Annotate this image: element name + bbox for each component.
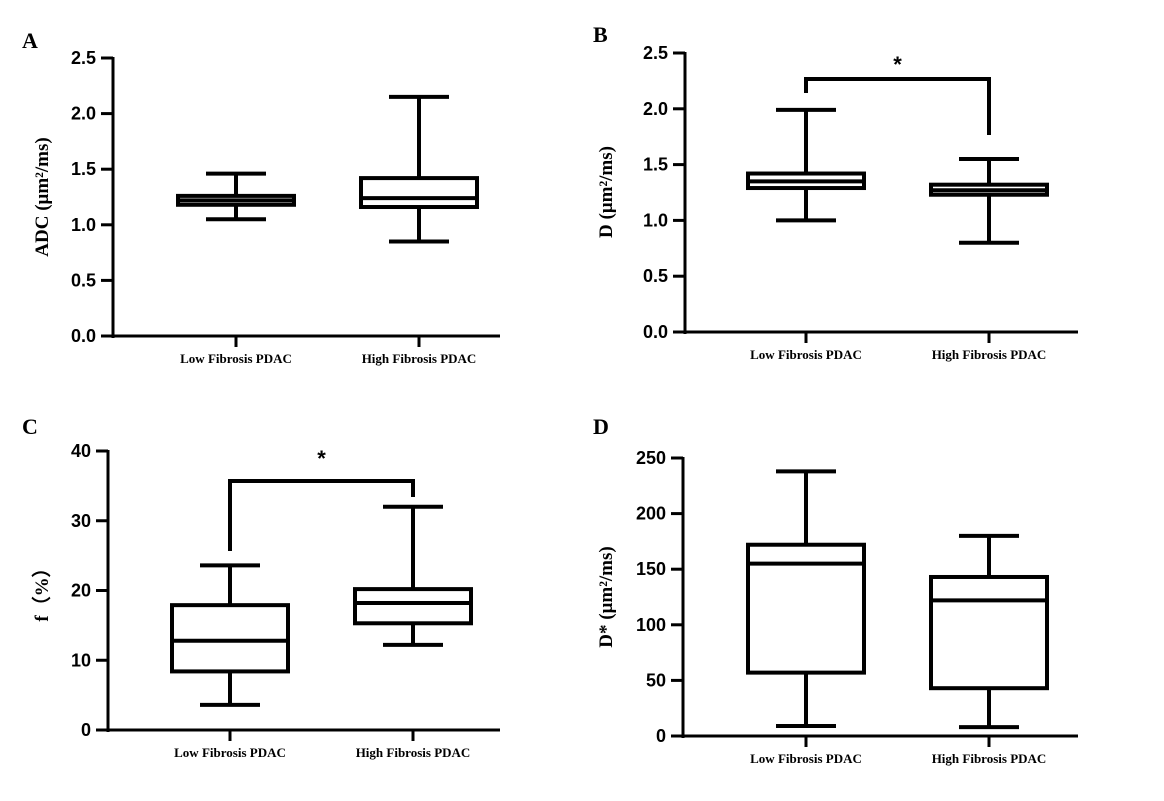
y-tick-label: 200 [636, 504, 666, 524]
y-tick-label: 50 [646, 670, 666, 690]
panel-d: D 0 50 100 150 200 250 D* (μm²/ms) Low Fibrosis … [593, 414, 1078, 766]
x-tick-label: High Fibrosis PDAC [932, 347, 1047, 362]
significance-bracket [228, 479, 415, 551]
box-low-fibrosis [170, 563, 290, 707]
y-tick-label: 1.5 [643, 155, 668, 175]
y-tick-label: 0.5 [71, 270, 96, 290]
panel-label: C [22, 414, 38, 439]
x-tick-label: Low Fibrosis PDAC [750, 751, 862, 766]
panel-c: C 0 10 20 30 40 f（%） Low Fibrosis PDAC High Fibr… [22, 414, 500, 760]
box-iqr [359, 176, 479, 210]
x-tick-label: Low Fibrosis PDAC [750, 347, 862, 362]
box-high-fibrosis [359, 94, 479, 244]
box-high-fibrosis [929, 533, 1049, 730]
box-high-fibrosis [929, 157, 1049, 245]
x-tick-label: High Fibrosis PDAC [932, 751, 1047, 766]
y-tick-label: 30 [71, 511, 91, 531]
x-tick-label: High Fibrosis PDAC [356, 745, 471, 760]
y-tick-label: 2.0 [643, 99, 668, 119]
y-tick-label: 10 [71, 650, 91, 670]
y-tick-label: 2.5 [643, 43, 668, 63]
box-low-fibrosis [746, 469, 866, 728]
y-axis-title: ADC (μm²/ms) [32, 137, 53, 256]
y-tick-label: 0 [81, 720, 91, 740]
panel-label: B [593, 22, 608, 47]
y-tick-label: 2.0 [71, 104, 96, 124]
y-axis-title: D (μm²/ms) [596, 146, 617, 238]
y-tick-label: 0.0 [71, 326, 96, 346]
y-tick-label: 0 [656, 726, 666, 746]
y-tick-label: 250 [636, 448, 666, 468]
panel-a: A 0.0 0.5 1.0 1.5 2.0 2.5 ADC (μm²/ms) Low Fibro… [22, 28, 500, 366]
y-tick-label: 150 [636, 559, 666, 579]
box-low-fibrosis [176, 171, 296, 222]
y-tick-label: 2.5 [71, 48, 96, 68]
y-tick-label: 1.0 [71, 215, 96, 235]
panel-label: D [593, 414, 609, 439]
x-tick-label: Low Fibrosis PDAC [174, 745, 286, 760]
y-axis-title: D* (μm²/ms) [596, 546, 617, 647]
y-axis-title: f（%） [30, 558, 53, 621]
x-tick-label: Low Fibrosis PDAC [180, 351, 292, 366]
box-iqr [746, 542, 866, 675]
box-iqr [170, 603, 290, 674]
panel-b: B 0.0 0.5 1.0 1.5 2.0 2.5 D (μm²/ms) Low Fibrosi… [593, 22, 1078, 362]
box-iqr [929, 574, 1049, 691]
y-tick-label: 100 [636, 615, 666, 635]
x-tick-label: High Fibrosis PDAC [362, 351, 477, 366]
panel-label: A [22, 28, 38, 53]
significance-bracket [804, 77, 991, 135]
significance-star: * [317, 446, 326, 471]
y-tick-label: 40 [71, 441, 91, 461]
box-iqr [353, 587, 473, 626]
y-tick-label: 0.0 [643, 322, 668, 342]
box-low-fibrosis [746, 107, 866, 223]
significance-star: * [893, 52, 902, 77]
y-tick-label: 1.0 [643, 210, 668, 230]
y-tick-label: 20 [71, 581, 91, 601]
y-tick-label: 1.5 [71, 159, 96, 179]
y-tick-label: 0.5 [643, 266, 668, 286]
box-high-fibrosis [353, 504, 473, 647]
